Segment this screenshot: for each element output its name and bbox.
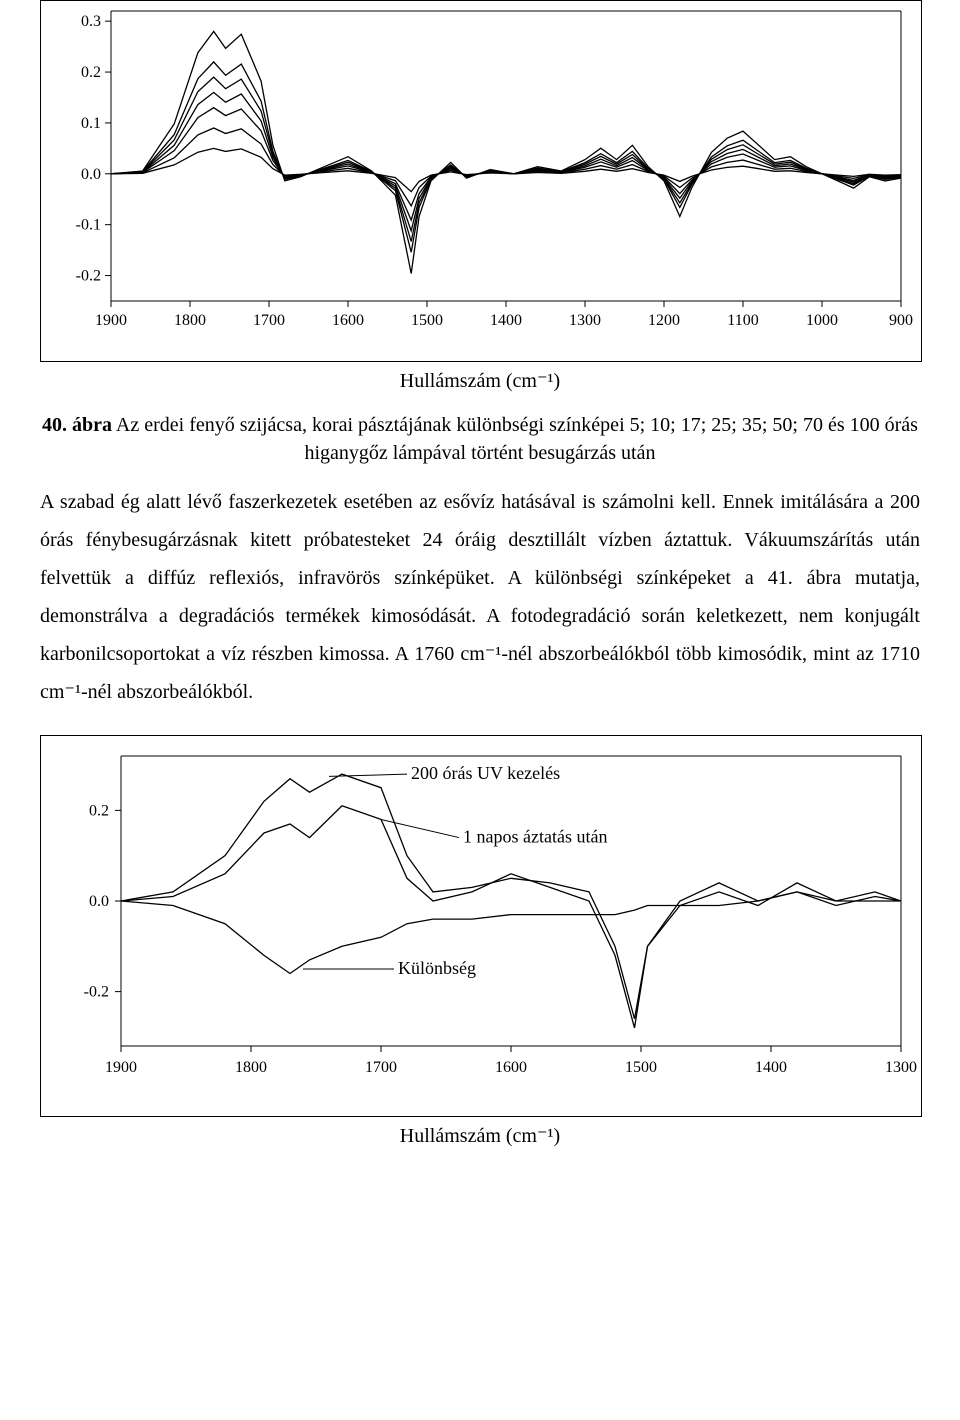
svg-text:1200: 1200 [648, 312, 680, 329]
caption-rest: Az erdei fenyő szijácsa, korai pásztáján… [112, 414, 918, 464]
fig2-xlabel: Hullámszám (cm⁻¹) [40, 1123, 920, 1148]
svg-text:0.1: 0.1 [81, 115, 101, 132]
fig2-svg: 1900 1800 1700 1600 1500 1400 1300 -0.2 0.0 0.2 20… [41, 736, 921, 1116]
svg-text:1900: 1900 [95, 312, 127, 329]
svg-text:1400: 1400 [490, 312, 522, 329]
svg-text:1600: 1600 [332, 312, 364, 329]
svg-text:1000: 1000 [806, 312, 838, 329]
svg-text:1500: 1500 [625, 1059, 657, 1076]
svg-text:0.0: 0.0 [89, 893, 109, 910]
svg-text:-0.2: -0.2 [84, 984, 109, 1001]
svg-text:0.0: 0.0 [81, 166, 101, 183]
svg-text:1800: 1800 [174, 312, 206, 329]
svg-text:1600: 1600 [495, 1059, 527, 1076]
figure-1-caption: 40. ábra Az erdei fenyő szijácsa, korai … [40, 411, 920, 467]
svg-text:1100: 1100 [727, 312, 758, 329]
svg-text:1800: 1800 [235, 1059, 267, 1076]
svg-text:1300: 1300 [885, 1059, 917, 1076]
svg-text:1900: 1900 [105, 1059, 137, 1076]
figure-1: Relatív egység 1900180017001600150014001… [40, 0, 922, 362]
svg-text:0.3: 0.3 [81, 13, 101, 30]
svg-text:900: 900 [889, 312, 913, 329]
svg-text:1 napos áztatás után: 1 napos áztatás után [463, 827, 607, 847]
svg-text:-0.2: -0.2 [76, 268, 101, 285]
svg-text:1500: 1500 [411, 312, 443, 329]
figure-2: Relatív egység 1900180017001600150014001… [40, 735, 922, 1117]
svg-text:1300: 1300 [569, 312, 601, 329]
svg-text:0.2: 0.2 [81, 64, 101, 81]
svg-text:1700: 1700 [253, 312, 285, 329]
fig1-xlabel: Hullámszám (cm⁻¹) [40, 368, 920, 393]
svg-text:-0.1: -0.1 [76, 217, 101, 234]
svg-text:1700: 1700 [365, 1059, 397, 1076]
svg-text:1400: 1400 [755, 1059, 787, 1076]
svg-text:Különbség: Különbség [398, 958, 476, 978]
caption-bold: 40. ábra [42, 414, 112, 436]
svg-text:200 órás UV kezelés: 200 órás UV kezelés [411, 763, 560, 783]
body-paragraph: A szabad ég alatt lévő faszerkezetek ese… [40, 483, 920, 711]
svg-text:0.2: 0.2 [89, 802, 109, 819]
fig1-svg: 1900 1800 1700 1600 1500 1400 1300 1200 1100 1000… [41, 1, 921, 361]
